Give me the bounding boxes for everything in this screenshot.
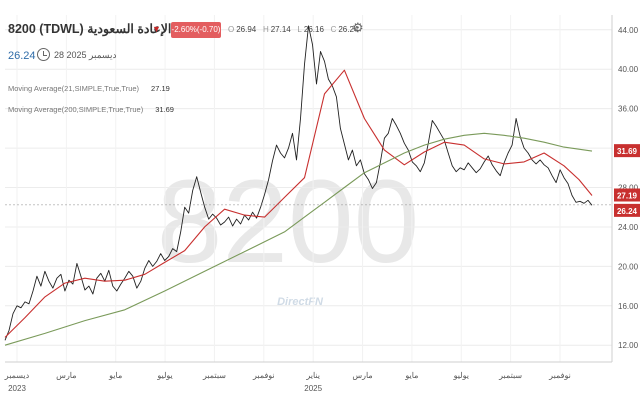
x-tick-label: نوفمبر (252, 371, 275, 380)
ma200-value-label-bg (614, 144, 640, 158)
last-date: 28 ديسمبر 2025 (54, 50, 117, 60)
ohlc-label: L (297, 25, 302, 34)
price-line (4, 25, 593, 341)
indicator-ma200[interactable]: Moving Average(200,SIMPLE,True,True) 31.6… (8, 105, 174, 114)
y-tick-label: 20.00 (618, 262, 639, 271)
ma21-value-label-bg (614, 188, 640, 202)
ma200-line (4, 132, 593, 346)
y-tick-label: 28.00 (618, 184, 639, 193)
ohlc-readout: O 26.94 H 27.14 L 26.16 C 26.24 (228, 25, 358, 34)
x-tick-label: مايو (108, 371, 122, 380)
x-tick-label: يوليو (156, 371, 172, 380)
ohlc-label: H (262, 25, 269, 34)
x-year-label: 2025 (304, 384, 322, 393)
indicator-label: Moving Average(200,SIMPLE,True,True) (8, 105, 144, 114)
caret-down-icon[interactable]: ▼ (152, 24, 161, 34)
watermark-symbol: 8200 (157, 156, 420, 288)
x-tick-label: مارس (352, 371, 372, 380)
last-price-label-bg (614, 203, 640, 217)
ma21-value-label: 27.19 (617, 191, 638, 200)
watermark-brand: DirectFN (277, 296, 324, 308)
last-price-label: 26.24 (617, 207, 638, 216)
ohlc-value: 27.14 (270, 25, 291, 34)
market: (TDWL) (39, 22, 84, 36)
x-tick-label: يناير (305, 371, 320, 380)
ma21-line (4, 69, 593, 338)
y-tick-label: 44.00 (618, 26, 639, 35)
company-name: الإعادة السعودية (87, 22, 172, 36)
change-badge: -2.60%(-0.70) (171, 22, 221, 38)
ohlc-label: C (330, 25, 337, 34)
symbol: 8200 (8, 22, 36, 36)
indicator-value: 31.69 (155, 105, 174, 114)
x-tick-label: سبتمبر (202, 371, 226, 380)
indicator-label: Moving Average(21,SIMPLE,True,True) (8, 84, 140, 93)
ohlc-value: 26.16 (303, 25, 324, 34)
x-tick-label: ديسمبر (4, 371, 30, 380)
ohlc-value: 26.94 (236, 25, 257, 34)
y-tick-label: 24.00 (618, 223, 639, 232)
ohlc-label: O (228, 25, 235, 34)
x-year-label: 2023 (8, 384, 26, 393)
y-tick-label: 16.00 (618, 302, 639, 311)
x-tick-label: مايو (404, 371, 418, 380)
chart-title: 8200 (TDWL) الإعادة السعودية (8, 21, 171, 36)
x-tick-label: نوفمبر (548, 371, 571, 380)
indicator-value: 27.19 (151, 84, 170, 93)
x-tick-label: مارس (56, 371, 76, 380)
ohlc-value: 26.24 (338, 25, 359, 34)
ma200-value-label: 31.69 (617, 147, 638, 156)
last-price: 26.24 (8, 50, 36, 62)
clock-icon (37, 48, 50, 61)
y-tick-label: 12.00 (618, 341, 639, 350)
x-tick-label: سبتمبر (498, 371, 522, 380)
gear-icon[interactable]: ⚙ (352, 20, 364, 35)
indicator-ma21[interactable]: Moving Average(21,SIMPLE,True,True) 27.19 (8, 84, 170, 93)
x-tick-label: يوليو (453, 371, 469, 380)
y-tick-label: 36.00 (618, 105, 639, 114)
y-tick-label: 40.00 (618, 65, 639, 74)
